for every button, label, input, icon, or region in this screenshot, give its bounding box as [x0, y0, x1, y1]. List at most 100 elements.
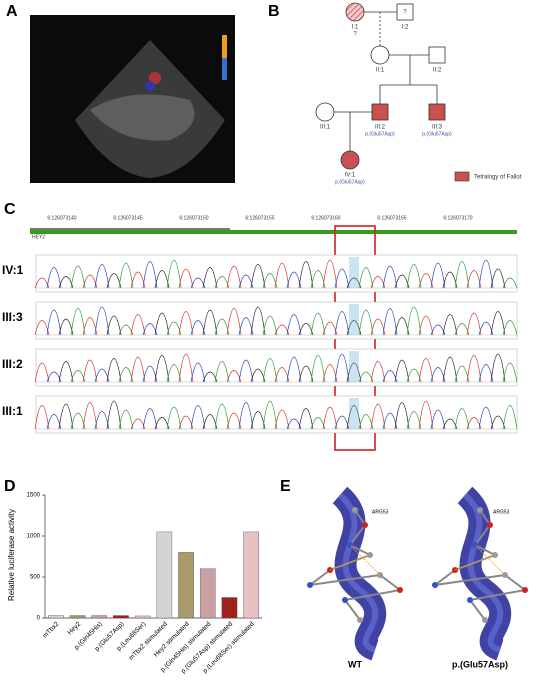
trace-peak: [250, 264, 266, 289]
y-axis-label: Relative luciferase activity: [7, 509, 16, 601]
male: [428, 46, 446, 64]
residue-label: ARG53: [493, 509, 510, 515]
panel-label: B: [268, 3, 280, 20]
trace-peak: [142, 408, 158, 430]
trace-peak: [274, 409, 290, 430]
bond: [309, 574, 381, 586]
trace-peak: [502, 320, 518, 336]
trace-peak: [58, 361, 74, 383]
trace-peak: [166, 259, 182, 289]
hbond: [474, 544, 506, 576]
bond: [379, 574, 401, 591]
bond: [354, 509, 366, 526]
gene-name: HEY2: [32, 234, 45, 240]
trace-peak: [418, 400, 434, 430]
trace-peak: [382, 308, 398, 336]
atom: [522, 587, 528, 593]
trace-peak: [334, 311, 350, 336]
trace-peak: [406, 306, 422, 336]
row-label: III:2: [2, 357, 23, 371]
trace-peak: [238, 359, 254, 383]
trace-peak: [466, 355, 482, 383]
variant: p.(Glu57Asp): [422, 131, 452, 137]
trace-peak: [454, 408, 470, 430]
bond: [479, 509, 491, 526]
trace-peak: [430, 409, 446, 430]
hbond: [454, 554, 496, 571]
variant-highlight: [349, 257, 359, 288]
gene-bar: [30, 228, 230, 230]
trace-peak: [118, 262, 134, 289]
trace-peak: [490, 311, 506, 336]
coordinate: 6:126073160: [311, 215, 340, 221]
y-tick-label: 0: [37, 616, 41, 622]
trace-peak: [478, 259, 494, 289]
coordinate: 6:126073150: [179, 215, 208, 221]
atom: [352, 507, 358, 513]
trace-peak: [226, 265, 242, 289]
trace-peak: [478, 406, 494, 430]
bond: [344, 599, 361, 621]
female: [370, 45, 390, 65]
bar: [156, 531, 173, 619]
bar: [69, 615, 86, 619]
gene-bar: [30, 230, 517, 234]
bond: [504, 574, 526, 591]
trace-peak: [394, 402, 410, 430]
trace-peak: [106, 400, 122, 430]
trace-peak: [310, 312, 326, 336]
trace-peak: [262, 358, 278, 383]
doppler: [145, 81, 155, 91]
female: [345, 2, 365, 22]
trace-peak: [358, 267, 374, 289]
trace-peak: [286, 356, 302, 383]
row-label: IV:1: [2, 263, 24, 277]
atom: [467, 597, 473, 603]
trace-peak: [202, 309, 218, 336]
bar: [243, 531, 259, 619]
trace-peak: [490, 268, 506, 289]
trace-peak: [394, 359, 410, 383]
panel-label: C: [4, 201, 16, 218]
variant: p.(Glu57Asp): [365, 131, 395, 137]
trace-peak: [334, 268, 350, 289]
trace-peak: [58, 403, 74, 430]
atom: [397, 587, 403, 593]
atom: [477, 507, 483, 513]
trace-peak: [418, 358, 434, 383]
trace-peak: [106, 315, 122, 336]
helix-shade: [462, 492, 504, 653]
trace-peak: [406, 264, 422, 289]
trace-peak: [430, 262, 446, 289]
trace-peak: [34, 362, 50, 383]
bar: [134, 615, 151, 619]
trace-peak: [310, 355, 326, 383]
trace-peak: [250, 306, 266, 336]
male: [428, 103, 446, 121]
y-tick-label: 1500: [27, 493, 41, 499]
trace-peak: [226, 308, 242, 336]
atom: [432, 582, 438, 588]
trace-peak: [262, 400, 278, 430]
bar: [221, 597, 238, 619]
coordinate: 6:126073140: [47, 215, 76, 221]
trace-peak: [94, 264, 110, 289]
trace-peak: [70, 308, 86, 336]
trace-peak: [190, 362, 206, 383]
coordinate: 6:126073170: [443, 215, 472, 221]
structure-label: WT: [348, 659, 362, 669]
individual-id: IV:1: [345, 173, 356, 179]
trace-peak: [142, 261, 158, 289]
individual-id: II:1: [376, 68, 385, 74]
trace-peak: [130, 356, 146, 383]
atom: [342, 597, 348, 603]
trace-peak: [70, 265, 86, 289]
color-scale: [222, 35, 227, 80]
trace-peak: [178, 268, 194, 289]
coordinate: 6:126073155: [245, 215, 274, 221]
unknown-mark: ?: [353, 32, 357, 38]
bond: [349, 544, 371, 556]
bond: [434, 569, 456, 586]
trace-peak: [262, 315, 278, 336]
